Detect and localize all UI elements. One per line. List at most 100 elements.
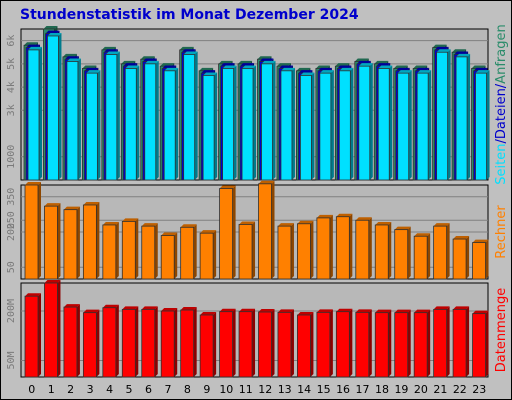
bar-top — [44, 203, 61, 207]
bar-face — [160, 310, 175, 378]
x-tick-label: 21 — [433, 383, 447, 396]
x-tick-label: 4 — [106, 383, 113, 396]
bar-side — [154, 306, 158, 377]
bar-top — [239, 308, 256, 312]
bar-rechner-14 — [297, 220, 314, 280]
bar-face — [316, 311, 331, 378]
bar-rechner-22 — [452, 236, 470, 280]
bar-top — [375, 309, 392, 313]
bar-datenmenge-21 — [433, 306, 450, 378]
x-tick-label: 12 — [258, 383, 272, 396]
bar-face — [85, 72, 98, 181]
bar-rechner-4 — [102, 221, 119, 280]
bar-face — [219, 311, 233, 378]
bar-top — [123, 63, 138, 67]
bar-top — [66, 58, 81, 62]
bar-top — [180, 224, 197, 228]
bar-side — [96, 309, 100, 377]
bar-face — [455, 56, 468, 181]
bar-face — [452, 238, 467, 280]
bar-seiten-14 — [300, 72, 315, 181]
bar-face — [144, 63, 157, 181]
bar-top — [140, 56, 155, 60]
bar-datenmenge-3 — [82, 309, 100, 378]
bar-face — [102, 224, 117, 280]
bar-side — [388, 221, 392, 279]
bar-side — [38, 182, 41, 279]
bar-side — [467, 53, 471, 180]
bar-face — [47, 35, 59, 181]
x-tick-label: 19 — [394, 383, 408, 396]
bar-face — [238, 311, 253, 378]
bar-face — [66, 61, 79, 181]
bar-top — [297, 220, 314, 224]
bar-face — [316, 217, 331, 280]
bar-top — [475, 70, 490, 74]
bar-top — [258, 309, 275, 313]
bar-side — [408, 70, 412, 180]
ylabel-part: Dateien — [494, 88, 509, 139]
bar-face — [416, 72, 429, 181]
bar-top — [259, 58, 274, 62]
y-tick-label: 350 — [6, 188, 17, 206]
bar-top — [122, 218, 139, 222]
bar-side — [368, 217, 372, 279]
bar-seiten-17 — [358, 63, 373, 181]
bar-face — [141, 308, 156, 378]
bar-side — [174, 308, 178, 377]
bar-top — [316, 309, 333, 313]
bar-top — [180, 307, 197, 311]
bar-top — [86, 70, 101, 74]
bar-top — [219, 185, 236, 189]
x-tick-label: 2 — [67, 383, 74, 396]
bar-side — [233, 65, 237, 180]
bar-side — [428, 70, 432, 180]
bar-rechner-11 — [238, 221, 256, 280]
bar-seiten-23 — [475, 70, 490, 181]
bar-face — [394, 229, 409, 280]
bar-side — [155, 60, 159, 180]
x-tick-label: 13 — [278, 383, 292, 396]
bar-rechner-5 — [121, 218, 139, 280]
bar-side — [57, 280, 61, 377]
x-tick-label: 15 — [317, 383, 331, 396]
bar-face — [258, 311, 272, 378]
bar-top — [201, 70, 216, 74]
bar-face — [338, 70, 351, 181]
bar-side — [38, 293, 41, 377]
bar-rechner-1 — [44, 203, 61, 280]
bar-top — [218, 60, 233, 64]
x-tick-label: 22 — [453, 383, 467, 396]
bar-seiten-5 — [124, 65, 140, 181]
bar-top — [161, 308, 178, 312]
bar-top — [220, 63, 235, 67]
x-tick-label: 8 — [184, 383, 191, 396]
bar-side — [388, 309, 392, 377]
bar-top — [456, 53, 471, 57]
bar-top — [414, 233, 431, 237]
bar-side — [368, 309, 372, 377]
bar-top — [181, 49, 196, 53]
bar-face — [141, 225, 156, 280]
bar-datenmenge-5 — [121, 306, 139, 378]
bar-seiten-1 — [47, 32, 62, 181]
bar-face — [277, 311, 292, 378]
bar-rechner-0 — [24, 182, 41, 280]
bar-face — [44, 282, 58, 378]
bar-side — [57, 203, 61, 279]
panel-3-bars — [24, 280, 489, 378]
chart-title: Stundenstatistik im Monat Dezember 2024 — [20, 7, 359, 23]
ylabel-part: / — [494, 83, 509, 88]
bar-top — [355, 217, 372, 221]
bar-face — [44, 205, 58, 280]
bar-top — [258, 180, 275, 184]
bar-top — [280, 67, 295, 71]
bar-side — [271, 180, 275, 279]
bar-rechner-23 — [472, 239, 489, 280]
bar-top — [45, 30, 60, 34]
bar-top — [452, 49, 467, 53]
bar-top — [339, 67, 354, 71]
bar-face — [433, 308, 448, 378]
bar-side — [96, 201, 100, 279]
